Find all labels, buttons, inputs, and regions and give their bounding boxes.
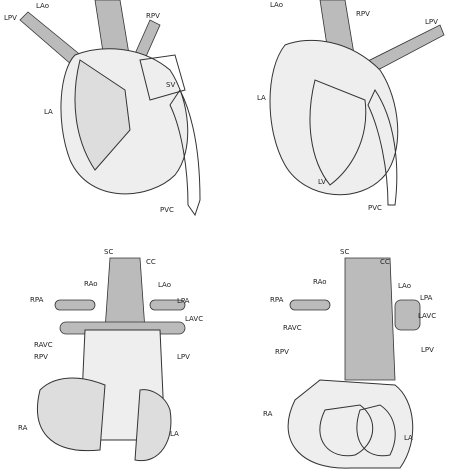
- label: RAo: [313, 278, 327, 286]
- heart: [287, 379, 414, 469]
- trunk: [344, 257, 396, 381]
- ventricle-open: [356, 404, 396, 457]
- la: [134, 389, 172, 462]
- panel-bottom-left: SC CC RAo LAo RPA LPA LAVC RAVC RPV LPV …: [18, 248, 203, 462]
- label: SV: [166, 81, 175, 89]
- pvc: [169, 89, 201, 217]
- label: CC: [146, 258, 156, 266]
- trunk: [104, 257, 146, 331]
- label: LAo: [158, 281, 171, 289]
- label: RAVC: [283, 324, 302, 332]
- label: LPA: [177, 297, 190, 305]
- label: RPV: [146, 12, 160, 20]
- label: RPV: [275, 348, 289, 356]
- label: LAVC: [418, 312, 436, 320]
- lpa: [394, 299, 421, 331]
- sinus: [139, 54, 186, 101]
- label: LAo: [398, 282, 411, 290]
- label: PVC: [368, 204, 382, 212]
- label: LPV: [4, 14, 17, 22]
- label: CC: [380, 258, 390, 266]
- label: LA: [170, 430, 179, 438]
- label: LAo: [36, 2, 49, 10]
- label: LPV: [177, 353, 190, 361]
- ventricle-open: [309, 79, 367, 186]
- label: LPV: [421, 346, 434, 354]
- label: RPA: [270, 296, 284, 304]
- label: LPV: [425, 18, 438, 26]
- label: LA: [404, 434, 413, 442]
- label: RA: [18, 424, 28, 432]
- label: PVC: [160, 206, 174, 214]
- label: LAo: [270, 1, 283, 9]
- label: RA: [263, 410, 273, 418]
- label: RAVC: [34, 341, 53, 349]
- lpa: [149, 299, 186, 311]
- label: RPA: [30, 296, 44, 304]
- label: LA: [257, 94, 266, 102]
- ra: [37, 377, 106, 452]
- label: RPV: [34, 353, 48, 361]
- panel-top-left: LPV LAo RPV SV LA PVC: [4, 0, 201, 217]
- label: LPA: [420, 294, 433, 302]
- atrium: [74, 59, 131, 171]
- rpa: [54, 299, 96, 311]
- label: RAo: [84, 280, 98, 288]
- ventricle-open: [319, 404, 374, 457]
- label: LAVC: [185, 315, 203, 323]
- label: LA: [44, 108, 53, 116]
- heart: [269, 39, 399, 196]
- rpa: [289, 299, 331, 311]
- label: LV: [318, 178, 326, 186]
- label: SC: [104, 248, 113, 256]
- pvc: [367, 88, 398, 206]
- label: SC: [340, 248, 349, 256]
- panel-bottom-right: SC CC RAo LAo RPA LPA RAVC LAVC RPV LPV …: [263, 248, 436, 469]
- panel-top-right: LAo RPV LPV LA LV PVC: [257, 0, 445, 212]
- label: RPV: [356, 10, 370, 18]
